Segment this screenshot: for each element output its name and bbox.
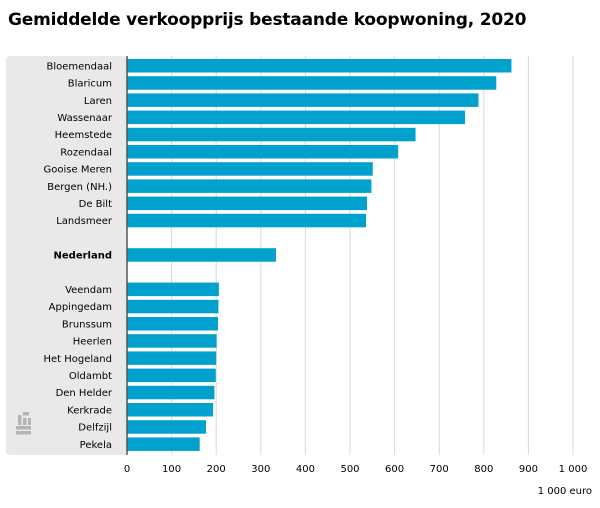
- tick-label: 900: [519, 464, 538, 475]
- bar: [127, 299, 219, 314]
- category-label: Bergen (NH.): [47, 182, 112, 193]
- bar: [127, 76, 497, 90]
- tick-label: 800: [474, 464, 493, 475]
- category-label: Appingedam: [49, 302, 112, 313]
- tick-label: 400: [296, 464, 315, 475]
- bar: [127, 127, 416, 142]
- bar: [127, 403, 214, 417]
- category-label: Oldambt: [69, 371, 112, 382]
- bar: [127, 196, 367, 211]
- cbs-logo-icon: [16, 412, 31, 435]
- tick-label: 500: [340, 464, 359, 475]
- category-label: Landsmeer: [56, 216, 113, 227]
- bar: [127, 179, 372, 193]
- bar: [127, 145, 399, 159]
- category-label: Heerlen: [73, 337, 112, 348]
- category-label: De Bilt: [79, 199, 112, 210]
- tick-label: 600: [385, 464, 404, 475]
- bar: [127, 420, 206, 434]
- label-panel: [6, 56, 127, 455]
- bars: [127, 59, 512, 451]
- category-label: Het Hogeland: [43, 354, 112, 365]
- bar: [127, 59, 512, 73]
- tick-labels: 0 100 200 300 400 500 600 700 800 900 1 000: [124, 464, 588, 475]
- category-label: Blaricum: [68, 79, 112, 90]
- category-label: Gooise Meren: [44, 165, 112, 176]
- bar: [127, 368, 216, 383]
- category-label: Brunssum: [62, 319, 112, 330]
- tick-label: 0: [124, 464, 130, 475]
- category-label: Den Helder: [56, 388, 113, 399]
- bar: [127, 213, 367, 228]
- tick-label: 700: [430, 464, 449, 475]
- category-label: Kerkrade: [67, 405, 112, 416]
- tick-label: 1 000: [559, 464, 588, 475]
- bar: [127, 93, 479, 107]
- category-label: Pekela: [80, 440, 112, 451]
- tick-label: 100: [162, 464, 181, 475]
- bar: [127, 162, 373, 176]
- x-axis-unit-label: 1 000 euro: [538, 486, 592, 497]
- tick-label: 300: [251, 464, 270, 475]
- bar: [127, 110, 466, 125]
- category-label: Laren: [84, 96, 112, 107]
- bar: [127, 317, 218, 331]
- bar: [127, 385, 215, 400]
- category-label: Nederland: [54, 251, 112, 262]
- category-label: Rozendaal: [60, 147, 112, 158]
- category-label: Veendam: [65, 285, 112, 296]
- chart-title: Gemiddelde verkoopprijs bestaande koopwo…: [8, 10, 527, 30]
- category-label: Delfzijl: [78, 423, 112, 434]
- bar: [127, 282, 219, 297]
- tick-label: 200: [207, 464, 226, 475]
- category-label: Wassenaar: [57, 113, 113, 124]
- category-label: Heemstede: [55, 130, 112, 141]
- bar: [127, 437, 200, 451]
- bar: [127, 334, 217, 348]
- category-label: Bloemendaal: [46, 61, 112, 72]
- bar: [127, 351, 217, 365]
- bar: [127, 248, 276, 262]
- category-labels: Bloemendaal Blaricum Laren Wassenaar Heemste…: [43, 61, 112, 450]
